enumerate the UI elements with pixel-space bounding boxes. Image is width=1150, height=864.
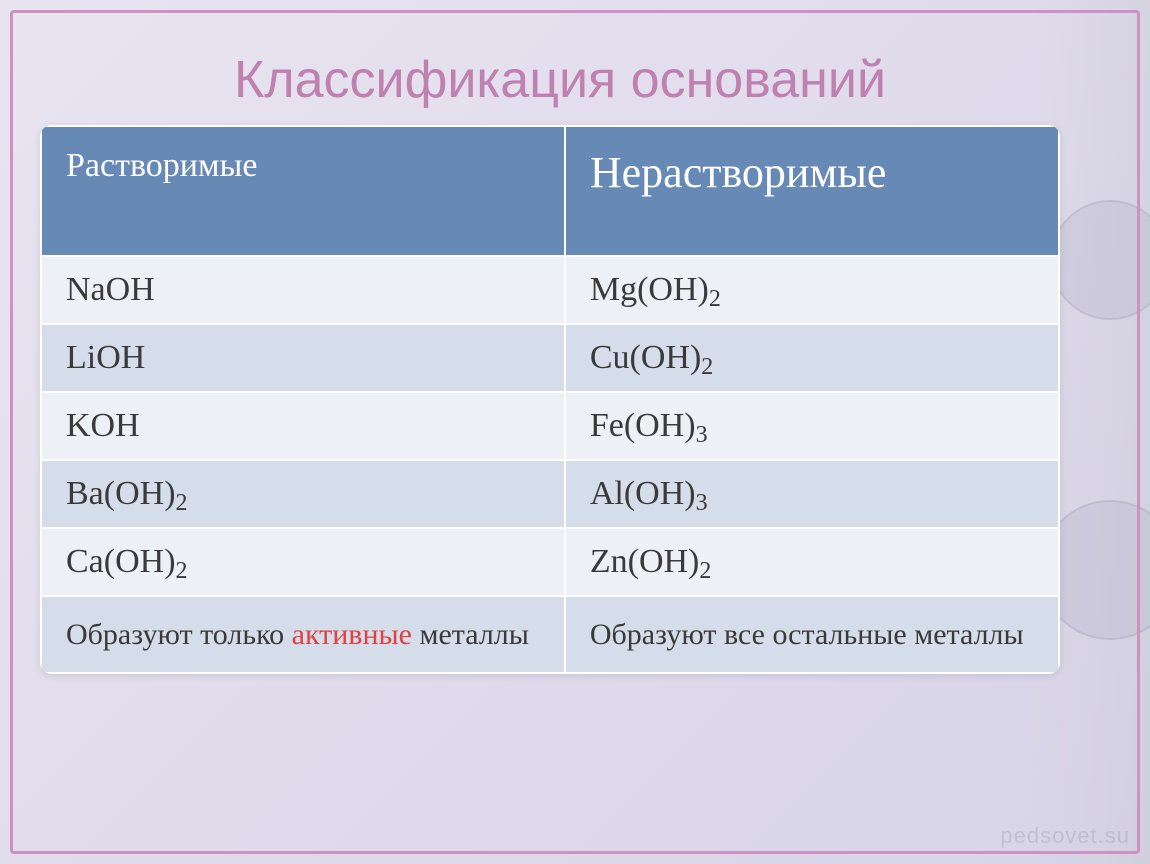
table-footer-row: Образуют только активные металлы Образую…	[41, 596, 1059, 673]
formula-subscript: 2	[699, 558, 711, 584]
cell-insoluble: Al(OH)3	[565, 460, 1059, 528]
table-row: NaOH Mg(OH)2	[41, 256, 1059, 324]
formula-base: Zn(OH)	[590, 543, 700, 580]
formula-subscript: 3	[696, 490, 708, 516]
cell-insoluble: Mg(OH)2	[565, 256, 1059, 324]
formula-base: Ca(OH)	[66, 543, 176, 580]
page-title: Классификация оснований	[30, 30, 1050, 125]
formula-base: Mg(OH)	[590, 271, 709, 308]
table-row: KOH Fe(OH)3	[41, 392, 1059, 460]
table-container: Растворимые Нерастворимые NaOH Mg(OH)2 L…	[40, 125, 1060, 674]
cell-soluble: LiOH	[41, 324, 565, 392]
table-row: Ba(OH)2 Al(OH)3	[41, 460, 1059, 528]
cell-insoluble: Fe(OH)3	[565, 392, 1059, 460]
footer-soluble: Образуют только активные металлы	[41, 596, 565, 673]
formula-base: Al(OH)	[590, 475, 696, 512]
formula-subscript: 2	[701, 354, 713, 380]
cell-soluble: NaOH	[41, 256, 565, 324]
footer-text-highlight: активные	[292, 618, 412, 651]
watermark: pedsovet.su	[1000, 823, 1130, 849]
cell-insoluble: Zn(OH)2	[565, 528, 1059, 596]
table-row: LiOH Cu(OH)2	[41, 324, 1059, 392]
content-area: Классификация оснований Растворимые Нера…	[30, 30, 1050, 834]
formula-subscript: 2	[709, 286, 721, 312]
cell-soluble: Ca(OH)2	[41, 528, 565, 596]
classification-table: Растворимые Нерастворимые NaOH Mg(OH)2 L…	[40, 125, 1060, 674]
formula-subscript: 2	[176, 490, 188, 516]
formula-base: Fe(OH)	[590, 407, 696, 444]
header-insoluble: Нерастворимые	[565, 126, 1059, 256]
formula-subscript: 3	[696, 422, 708, 448]
formula-base: KOH	[66, 407, 140, 444]
header-soluble: Растворимые	[41, 126, 565, 256]
table-header-row: Растворимые Нерастворимые	[41, 126, 1059, 256]
cell-soluble: Ba(OH)2	[41, 460, 565, 528]
footer-text-prefix: Образуют только	[66, 618, 292, 651]
cell-insoluble: Cu(OH)2	[565, 324, 1059, 392]
cell-soluble: KOH	[41, 392, 565, 460]
formula-base: NaOH	[66, 271, 155, 308]
footer-insoluble: Образуют все остальные металлы	[565, 596, 1059, 673]
formula-base: LiOH	[66, 339, 145, 376]
formula-subscript: 2	[176, 558, 188, 584]
table-row: Ca(OH)2 Zn(OH)2	[41, 528, 1059, 596]
footer-text-suffix: металлы	[412, 618, 529, 651]
formula-base: Ba(OH)	[66, 475, 176, 512]
formula-base: Cu(OH)	[590, 339, 701, 376]
